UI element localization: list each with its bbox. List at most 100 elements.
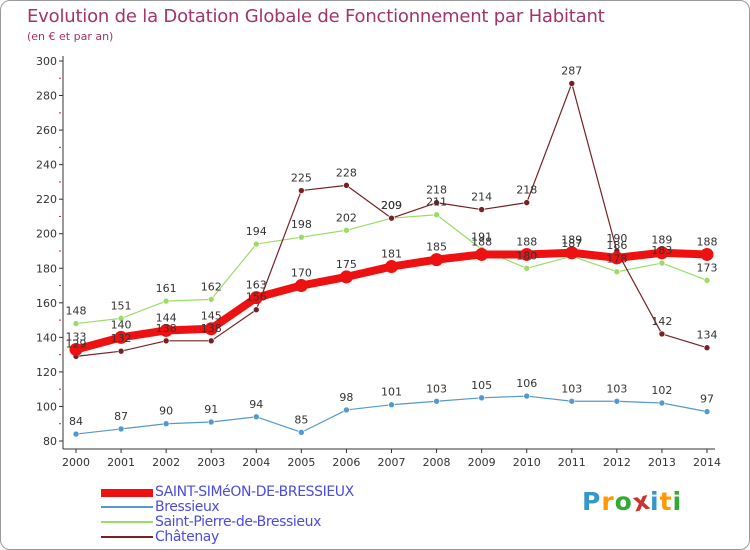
- data-label: 140: [111, 318, 132, 331]
- data-point: [655, 246, 669, 260]
- chart-axes: [62, 56, 715, 450]
- legend-label: Bressieux: [155, 499, 220, 515]
- data-label: 198: [291, 218, 312, 231]
- legend-label: SAINT-SIMéON-DE-BRESSIEUX: [155, 484, 354, 500]
- data-point: [703, 344, 711, 352]
- data-point: [658, 330, 666, 338]
- data-label: 103: [561, 382, 582, 395]
- data-point: [207, 296, 215, 303]
- data-label: 209: [381, 199, 402, 212]
- data-point: [294, 279, 308, 293]
- data-point: [162, 337, 170, 345]
- data-point: [520, 247, 534, 261]
- x-tick-label: 2013: [648, 456, 676, 469]
- axis-ticks: 80 100 120 140 160 180 200 220 240 260 280 300 2000 2…: [36, 55, 721, 469]
- x-tick-label: 2010: [513, 456, 541, 469]
- data-point: [298, 429, 305, 436]
- data-point: [72, 320, 80, 327]
- logo-letter: i: [672, 487, 683, 516]
- data-point: [613, 397, 621, 405]
- data-label: 188: [697, 235, 718, 248]
- logo-letter: r: [601, 487, 615, 516]
- data-point: [523, 264, 531, 272]
- data-point: [252, 413, 260, 421]
- data-point: [388, 214, 395, 222]
- data-label: 209: [381, 199, 402, 212]
- x-tick-label: 2002: [152, 456, 180, 469]
- data-label: 142: [651, 315, 672, 328]
- y-tick-label: 300: [36, 55, 57, 68]
- data-label: 189: [561, 234, 582, 247]
- data-label: 187: [561, 237, 582, 250]
- data-point: [252, 240, 260, 248]
- data-label: 180: [516, 249, 537, 262]
- logo-letter: P: [582, 487, 602, 516]
- data-label: 183: [651, 244, 672, 257]
- data-point: [610, 251, 624, 265]
- data-point: [523, 392, 531, 400]
- data-point: [72, 430, 80, 438]
- data-label: 145: [201, 310, 222, 323]
- data-label: 90: [159, 405, 173, 418]
- y-tick-label: 200: [36, 228, 57, 241]
- x-tick-label: 2008: [423, 456, 451, 469]
- data-point: [114, 330, 128, 344]
- x-tick-label: 2006: [332, 456, 360, 469]
- data-label: 228: [336, 166, 357, 179]
- legend-label: Châtenay: [155, 529, 219, 545]
- x-tick-label: 2005: [287, 456, 315, 469]
- data-label: 144: [156, 311, 177, 324]
- data-point: [430, 253, 444, 267]
- data-label: 188: [471, 235, 492, 248]
- y-tick-label: 140: [36, 331, 57, 344]
- data-label: 129: [66, 337, 87, 350]
- data-point: [249, 291, 263, 305]
- data-label: 151: [111, 299, 132, 312]
- chart-title: Evolution de la Dotation Globale de Fonc…: [27, 6, 605, 27]
- legend-swatch: [101, 489, 153, 497]
- data-point: [298, 187, 305, 194]
- data-label: 188: [516, 235, 537, 248]
- data-label: 138: [201, 322, 222, 335]
- series-points: [69, 80, 714, 438]
- data-point: [703, 277, 711, 284]
- data-point: [658, 399, 666, 407]
- data-point: [69, 342, 83, 356]
- x-tick-label: 2014: [693, 456, 721, 469]
- data-label: 87: [114, 410, 128, 423]
- chart-subtitle: (en € et par an): [27, 30, 114, 43]
- data-point: [385, 260, 398, 274]
- x-tick-label: 2007: [378, 456, 406, 469]
- y-tick-label: 220: [36, 193, 57, 206]
- data-label: 185: [426, 241, 447, 254]
- data-label: 191: [471, 230, 492, 243]
- x-tick-label: 2009: [468, 456, 496, 469]
- y-tick-label: 240: [36, 159, 57, 172]
- legend-label: Saint-Pierre-de-Bressieux: [155, 514, 321, 530]
- logo-letter: t: [659, 487, 673, 516]
- data-point: [658, 259, 666, 267]
- x-tick-label: 2004: [242, 456, 270, 469]
- data-label: 105: [471, 379, 492, 392]
- data-label: 170: [291, 267, 312, 280]
- x-tick-label: 2003: [197, 456, 225, 469]
- y-tick-label: 180: [36, 262, 57, 275]
- data-point: [207, 337, 215, 345]
- proxiti-logo: Proxiti: [582, 486, 683, 518]
- legend-swatch: [101, 521, 153, 523]
- data-label: 162: [201, 280, 222, 293]
- data-point: [117, 425, 125, 433]
- x-tick-label: 2000: [62, 456, 90, 469]
- data-point: [162, 420, 170, 428]
- data-point: [478, 394, 485, 402]
- data-point: [613, 268, 621, 276]
- data-label: 190: [606, 232, 627, 245]
- data-label: 106: [516, 377, 537, 390]
- data-point: [343, 182, 350, 189]
- x-tick-label: 2012: [603, 456, 631, 469]
- data-point: [523, 199, 531, 206]
- data-label: 85: [294, 413, 308, 426]
- data-point: [433, 397, 440, 405]
